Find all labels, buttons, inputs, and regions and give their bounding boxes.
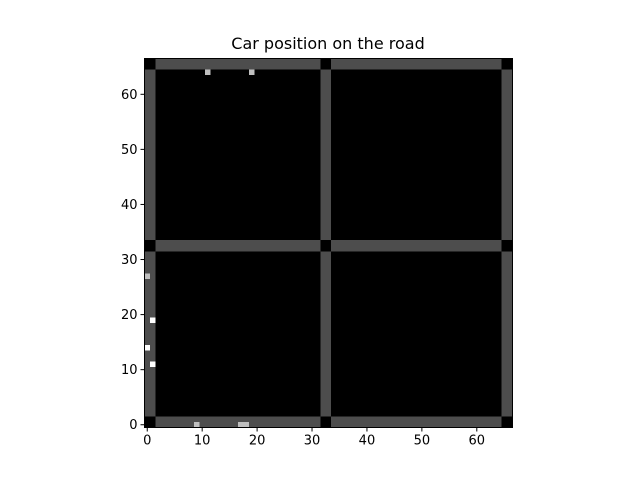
y-axis-ticks: 0 10 20 30 40 50 60 bbox=[121, 88, 145, 433]
car-marker bbox=[204, 69, 211, 76]
x-tick-label: 60 bbox=[469, 434, 486, 449]
car-marker bbox=[237, 421, 244, 428]
road-vertical bbox=[144, 251, 156, 417]
road-horizontal bbox=[155, 58, 321, 70]
car-marker bbox=[243, 421, 249, 428]
x-axis-ticks: 0 10 20 30 40 50 60 bbox=[143, 427, 486, 449]
road-horizontal bbox=[331, 240, 502, 252]
heatmap-cells bbox=[144, 58, 513, 428]
x-tick-label: 20 bbox=[249, 434, 266, 449]
car-marker bbox=[149, 317, 156, 323]
y-tick-label: 40 bbox=[121, 198, 138, 213]
road-vertical bbox=[501, 69, 513, 241]
car-marker bbox=[144, 344, 150, 351]
y-tick-label: 0 bbox=[129, 418, 137, 433]
plot-frame bbox=[144, 58, 513, 428]
x-tick-label: 40 bbox=[359, 434, 376, 449]
road-horizontal bbox=[155, 240, 321, 252]
road-vertical bbox=[144, 69, 156, 241]
road-vertical bbox=[501, 251, 513, 417]
chart-title: Car position on the road bbox=[231, 34, 424, 53]
road-horizontal bbox=[331, 58, 502, 70]
car-marker bbox=[144, 273, 150, 279]
y-tick-label: 20 bbox=[121, 308, 138, 323]
road-vertical bbox=[320, 251, 332, 417]
y-tick-label: 50 bbox=[121, 143, 138, 158]
x-tick-label: 0 bbox=[143, 434, 151, 449]
x-tick-label: 10 bbox=[194, 434, 211, 449]
y-tick-label: 60 bbox=[121, 88, 138, 103]
y-tick-label: 10 bbox=[121, 363, 138, 378]
y-tick-label: 30 bbox=[121, 253, 138, 268]
car-marker bbox=[193, 421, 200, 428]
car-marker bbox=[149, 361, 156, 367]
road-horizontal bbox=[331, 416, 502, 428]
x-tick-label: 50 bbox=[414, 434, 431, 449]
road-vertical bbox=[320, 69, 332, 241]
car-marker bbox=[248, 69, 255, 76]
x-tick-label: 30 bbox=[304, 434, 321, 449]
